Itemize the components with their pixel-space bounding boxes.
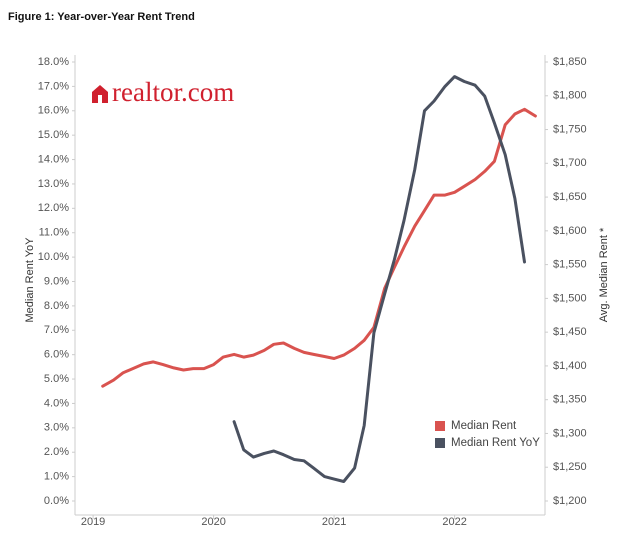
y-tick-label: 11.0% xyxy=(39,227,70,239)
y2-tick-label: $1,750 xyxy=(553,123,587,135)
y-tick-label: 12.0% xyxy=(38,202,69,214)
logo-icon xyxy=(92,85,108,103)
y-tick-label: 6.0% xyxy=(44,349,69,361)
y2-tick-label: $1,500 xyxy=(553,292,587,304)
y2-tick-label: $1,550 xyxy=(553,259,587,271)
x-tick-label: 2020 xyxy=(201,516,225,528)
y2-tick-label: $1,350 xyxy=(553,394,587,406)
legend-label: Median Rent YoY xyxy=(451,437,540,449)
y2-tick-label: $1,800 xyxy=(553,90,587,102)
logo: realtor.com xyxy=(92,77,234,107)
logo-text: realtor.com xyxy=(112,77,234,107)
y2-tick-label: $1,700 xyxy=(553,157,587,169)
legend-label: Median Rent xyxy=(451,420,517,432)
y-tick-label: 1.0% xyxy=(44,471,69,483)
logo-door xyxy=(98,95,102,103)
line xyxy=(101,107,537,388)
y2-tick-label: $1,400 xyxy=(553,360,587,372)
y-tick-label: 7.0% xyxy=(44,324,69,336)
y2-tick-label: $1,200 xyxy=(553,495,587,507)
y2-tick-label: $1,300 xyxy=(553,427,587,439)
chart-title: Figure 1: Year-over-Year Rent Trend xyxy=(8,11,195,23)
y-tick-label: 4.0% xyxy=(44,397,69,409)
y-tick-label: 15.0% xyxy=(38,129,69,141)
legend-swatch xyxy=(435,438,445,448)
y-tick-label: 2.0% xyxy=(44,446,69,458)
y-tick-label: 9.0% xyxy=(44,275,69,287)
legend-swatch xyxy=(435,421,445,431)
y-tick-label: 5.0% xyxy=(44,373,69,385)
y2-axis-title: Avg. Median Rent * xyxy=(598,227,610,322)
y-tick-label: 14.0% xyxy=(38,153,69,165)
x-tick-label: 2022 xyxy=(442,516,466,528)
y2-tick-label: $1,450 xyxy=(553,326,587,338)
y2-tick-label: $1,850 xyxy=(553,56,587,68)
y2-tick-label: $1,250 xyxy=(553,461,587,473)
y-tick-label: 17.0% xyxy=(38,80,69,92)
y-tick-label: 10.0% xyxy=(38,251,69,263)
x-tick-label: 2021 xyxy=(322,516,346,528)
y-tick-label: 13.0% xyxy=(38,178,69,190)
y2-tick-label: $1,650 xyxy=(553,191,587,203)
y-tick-label: 16.0% xyxy=(38,105,69,117)
y-tick-label: 0.0% xyxy=(44,495,69,507)
y-axis-title: Median Rent YoY xyxy=(24,237,36,323)
x-tick-label: 2019 xyxy=(81,516,105,528)
line xyxy=(232,75,526,483)
y2-tick-label: $1,600 xyxy=(553,225,587,237)
y-tick-label: 8.0% xyxy=(44,300,69,312)
y-tick-label: 18.0% xyxy=(38,56,69,68)
y-tick-label: 3.0% xyxy=(44,422,69,434)
